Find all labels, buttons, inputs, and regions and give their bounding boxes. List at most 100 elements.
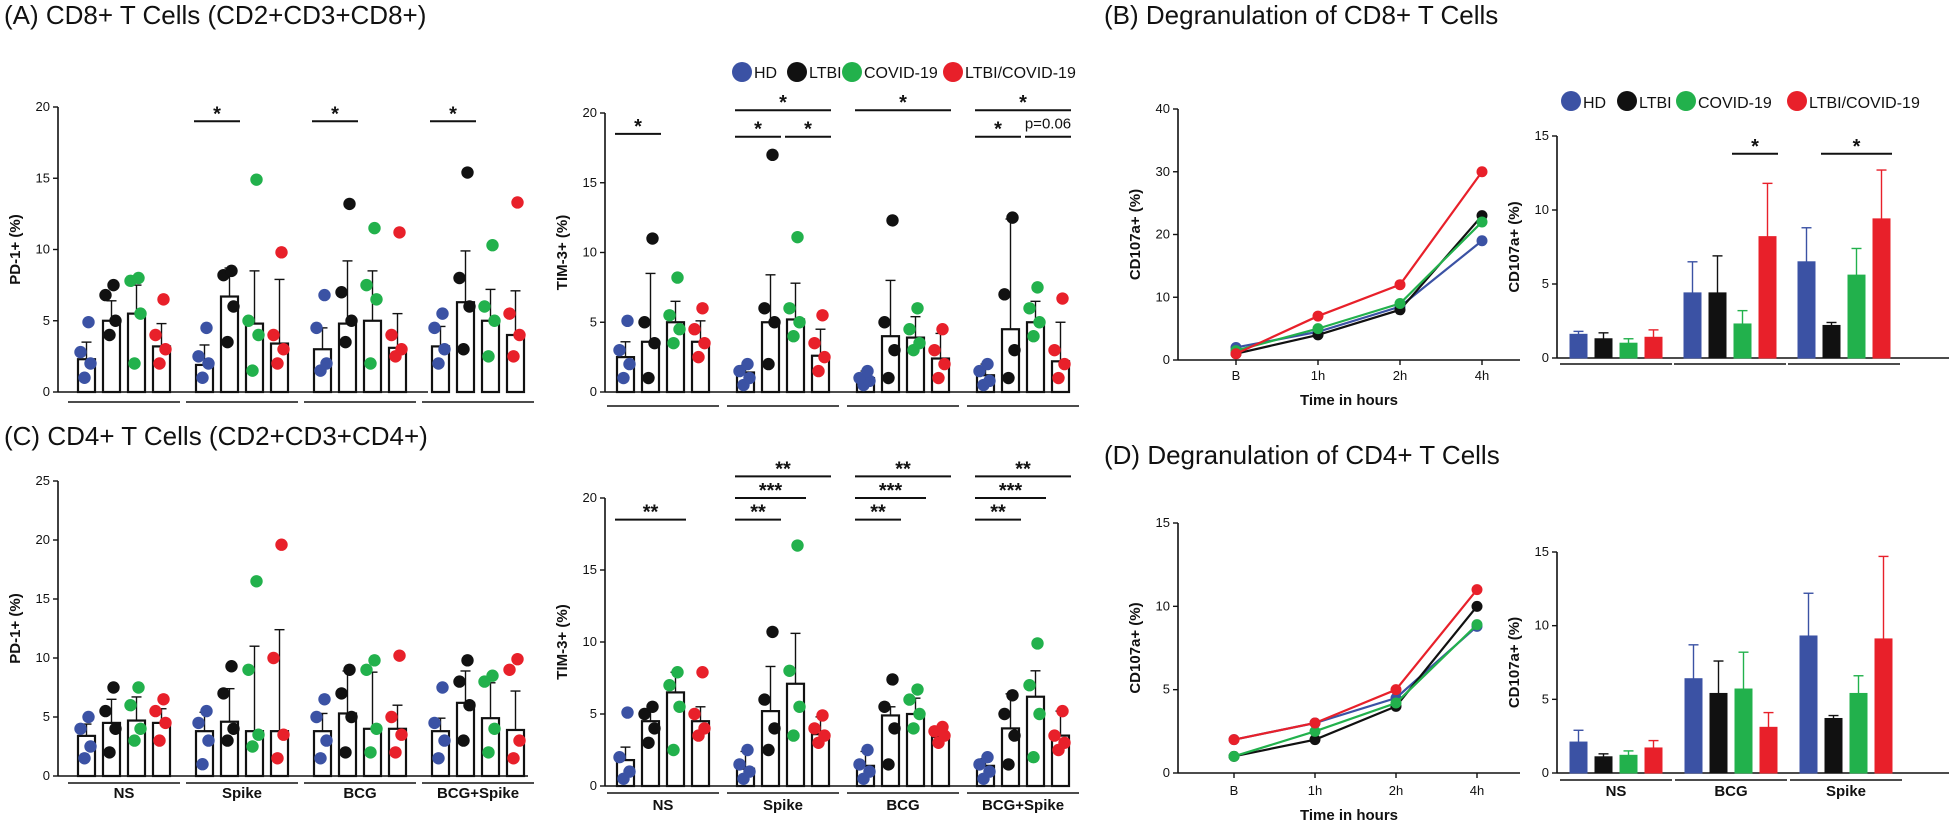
C_tim3-point-g0-s1-2	[638, 707, 651, 721]
A_pd1-point-g3-s3-2	[503, 307, 516, 320]
B_line-chart: B 1h 2h 4h Time in hours	[1178, 166, 1520, 409]
A_pd1-point-g0-s3-0	[153, 357, 166, 370]
C_pd1-point-g1-s0-0	[196, 758, 209, 771]
A_tim3-point-g3-s0-3	[981, 357, 994, 371]
B_line-series-line-2	[1235, 221, 1483, 352]
A_tim3-point-g3-s0-2	[973, 364, 986, 378]
A_pd1-ylabel: PD-1+ (%)	[7, 214, 24, 284]
C_pd1-point-g2-s2-0	[364, 746, 377, 759]
A_tim3-point-g3-s3-2	[1048, 343, 1061, 357]
A_tim3-point-g0-s0-1	[623, 357, 636, 371]
C_tim3-sig-label-1: **	[750, 502, 766, 524]
C_pd1-point-g1-s0-1	[202, 734, 215, 747]
C_pd1-ylabel: PD-1+ (%)	[7, 593, 24, 663]
B_line-xtick-label-1: 1h	[1311, 368, 1325, 383]
C_pd1-point-g3-s3-2	[503, 663, 516, 676]
A_pd1-point-g1-s1-3	[225, 264, 238, 278]
A_tim3-point-g2-s3-3	[936, 323, 949, 336]
C_tim3-ylabel: TIM-3+ (%)	[554, 604, 571, 679]
D_line-xtick-label-1: 1h	[1308, 783, 1322, 798]
legend-b: HD LTBI COVID-19 LTBI/COVID-19	[1561, 91, 1920, 112]
C_pd1-point-g3-s2-3	[486, 669, 499, 682]
A_pd1-point-g3-s1-3	[461, 166, 474, 179]
A_tim3-point-g0-s3-3	[696, 302, 709, 315]
C_pd1-point-g3-s1-1	[463, 699, 476, 712]
C_pd1-point-g1-s1-2	[217, 687, 230, 700]
legend-a-ltbi-label: LTBI	[809, 65, 842, 82]
C_tim3-point-g1-s3-2	[808, 722, 821, 735]
C_tim3-point-g3-s3-3	[1056, 704, 1069, 718]
D_bar-ytick-label-2: 10	[1535, 618, 1549, 633]
D_bar-group-label-2: Spike	[1826, 783, 1866, 800]
A_tim3-point-g1-s2-1	[793, 316, 806, 329]
C_tim3-point-g2-s1-0	[882, 758, 895, 771]
C_pd1-point-g3-s0-2	[428, 716, 441, 730]
B_line-series-point-3-3	[1476, 166, 1488, 178]
D_line-series-line-2	[1233, 623, 1478, 758]
C_tim3-point-g3-s2-2	[1023, 679, 1036, 692]
B_bar-bar-g2-s1	[1822, 324, 1841, 359]
A_pd1-sig-label-0: *	[213, 103, 221, 125]
D_line-xtick-label-3: 4h	[1470, 783, 1484, 798]
A_tim3-point-g0-s0-2	[613, 343, 626, 357]
legend-a-covid-swatch	[842, 62, 862, 82]
A_pd1-point-g2-s2-1	[370, 293, 383, 306]
A_tim3-point-g0-s0-0	[617, 371, 630, 385]
A_pd1-point-g1-s1-0	[221, 335, 234, 349]
B_line-series-line-1	[1235, 214, 1483, 355]
C_tim3-group-label-3: BCG+Spike	[982, 797, 1064, 814]
A_pd1-point-g1-s0-1	[202, 357, 215, 370]
A_pd1-point-g3-s1-2	[453, 271, 466, 285]
D_bar-bar-g2-s2	[1849, 692, 1868, 774]
C_pd1-point-g3-s2-1	[488, 722, 501, 735]
legend-b-ltbi-swatch	[1617, 91, 1637, 111]
C_pd1-point-g1-s2-3	[250, 575, 263, 588]
A_tim3-point-g1-s1-2	[758, 302, 771, 315]
legend-a-covid-label: COVID-19	[864, 65, 938, 82]
A_pd1-point-g2-s2-2	[360, 278, 373, 292]
C_tim3-point-g2-s2-0	[907, 722, 920, 735]
D_bar-bar-g0-s1	[1594, 756, 1613, 774]
panel-a-title: (A) CD8+ T Cells (CD2+CD3+CD8+)	[4, 0, 426, 30]
C_tim3-point-g3-s1-3	[1006, 689, 1019, 702]
A_tim3-point-g1-s0-3	[741, 357, 754, 371]
C_tim3-point-g2-s1-1	[888, 722, 901, 735]
A_tim3-point-g1-s3-0	[812, 364, 825, 378]
D_line-ytick-label-1: 5	[1163, 682, 1170, 697]
A_pd1-point-g0-s0-1	[84, 357, 97, 370]
B_line-ytick-label-2: 20	[1156, 227, 1170, 242]
C_pd1-point-g0-s3-3	[157, 693, 170, 706]
B_bar-bar-g2-s3	[1872, 218, 1891, 359]
A_tim3-sig-label-6: *	[994, 119, 1002, 141]
D_bar-ytick-label-0: 0	[1542, 765, 1549, 780]
B_line-ylabel: CD107a+ (%)	[1127, 189, 1144, 280]
legend-a-ltbi-swatch	[787, 62, 807, 82]
A_tim3-point-g3-s1-2	[998, 288, 1011, 301]
C_tim3-ytick-label-0: 0	[590, 778, 597, 793]
C_pd1-point-g2-s0-0	[314, 752, 327, 765]
panel-c-title: (C) CD4+ T Cells (CD2+CD3+CD4+)	[4, 421, 428, 451]
C_pd1-point-g1-s2-0	[246, 740, 259, 753]
D_bar-bar-g0-s2	[1619, 754, 1638, 774]
B_line-series-point-2-1	[1312, 323, 1324, 335]
C_tim3-ytick-label-2: 10	[583, 634, 597, 649]
D_bar-bar-g2-s1	[1824, 717, 1843, 774]
A_pd1-sig-label-2: *	[449, 103, 457, 125]
A_pd1-bar-g2-s2	[362, 319, 383, 394]
A_tim3-sig-label-4: *	[899, 92, 907, 114]
C_pd1-group-label-0: NS	[114, 785, 135, 802]
D_line-ylabel: CD107a+ (%)	[1127, 602, 1144, 693]
C_pd1-point-g2-s0-1	[320, 734, 333, 747]
C_tim3-point-g1-s1-0	[762, 743, 775, 757]
A_tim3-point-g2-s0-3	[861, 364, 874, 378]
C_pd1-point-g3-s3-1	[513, 734, 526, 747]
C_tim3-sig-label-8: ***	[999, 480, 1023, 502]
A_pd1-point-g0-s3-3	[157, 293, 170, 306]
legend-b-hd-swatch	[1561, 91, 1581, 111]
A_tim3-point-g0-s2-1	[673, 323, 686, 336]
D_line-series-point-2-3	[1471, 619, 1483, 631]
C_pd1-ytick-label-5: 25	[36, 473, 50, 488]
D_bar-ytick-label-3: 15	[1535, 544, 1549, 559]
C_pd1-point-g1-s3-2	[267, 651, 280, 665]
A_pd1-point-g2-s1-2	[335, 286, 348, 299]
